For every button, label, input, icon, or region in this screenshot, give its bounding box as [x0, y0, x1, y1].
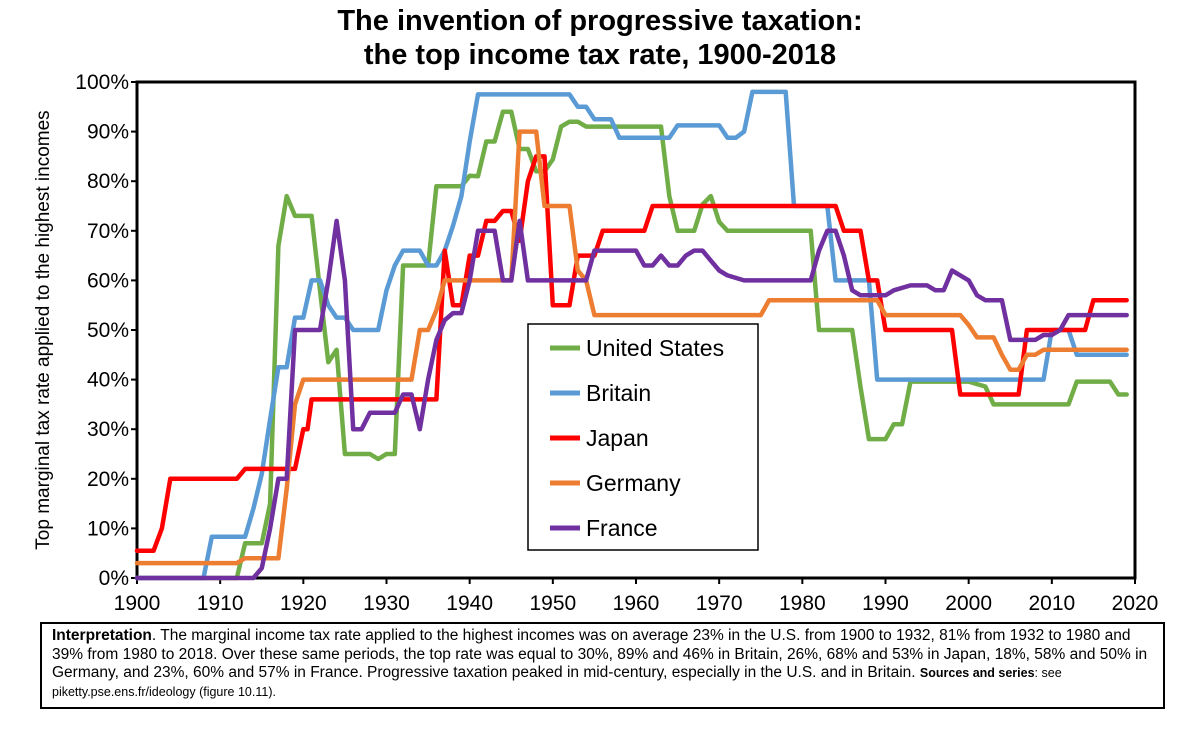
x-tick-label: 1970	[696, 592, 743, 615]
x-tick-label: 1910	[197, 592, 244, 615]
interpretation-note: Interpretation. The marginal income tax …	[40, 622, 1165, 709]
chart-title: The invention of progressive taxation: t…	[0, 4, 1200, 72]
x-tick-label: 1960	[613, 592, 660, 615]
y-tick-label: 100%	[75, 71, 129, 94]
y-tick-label: 10%	[87, 517, 129, 540]
y-tick-label: 0%	[99, 567, 129, 590]
x-tick-label: 1980	[779, 592, 826, 615]
y-tick-label: 70%	[87, 220, 129, 243]
interpretation-text: . The marginal income tax rate applied t…	[52, 627, 1148, 681]
sources-text: : see piketty.pse.ens.fr/ideology (figur…	[52, 666, 1062, 699]
x-tick-label: 2000	[945, 592, 992, 615]
x-tick-label: 1990	[862, 592, 909, 615]
chart-title-line2: the top income tax rate, 1900-2018	[363, 39, 837, 71]
x-tick-label: 2020	[1112, 592, 1159, 615]
x-tick-label: 1950	[529, 592, 576, 615]
x-tick-label: 1900	[114, 592, 161, 615]
legend-label: Japan	[586, 425, 649, 451]
legend-label: United States	[586, 335, 724, 361]
chart-title-line1: The invention of progressive taxation:	[337, 5, 863, 37]
y-tick-label: 40%	[87, 369, 129, 392]
legend-label: Germany	[586, 470, 681, 496]
line-chart: 0% 10% 20% 30% 40% 50% 60% 70% 80% 90% 100% 1900 191…	[75, 71, 1159, 615]
y-tick-label: 20%	[87, 468, 129, 491]
series-line-france	[134, 218, 1129, 581]
legend-label: France	[586, 515, 658, 541]
series-line-germany	[134, 129, 1129, 566]
y-tick-label: 90%	[87, 121, 129, 144]
y-tick-label: 50%	[87, 319, 129, 342]
y-tick-label: 60%	[87, 269, 129, 292]
x-tick-label: 1920	[280, 592, 327, 615]
x-tick-label: 1940	[446, 592, 493, 615]
interpretation-label: Interpretation	[52, 627, 152, 644]
x-tick-label: 1930	[363, 592, 410, 615]
y-tick-label: 30%	[87, 418, 129, 441]
x-tick-label: 2010	[1028, 592, 1075, 615]
y-tick-label: 80%	[87, 170, 129, 193]
legend-label: Britain	[586, 380, 651, 406]
sources-label: Sources and series	[919, 666, 1035, 680]
